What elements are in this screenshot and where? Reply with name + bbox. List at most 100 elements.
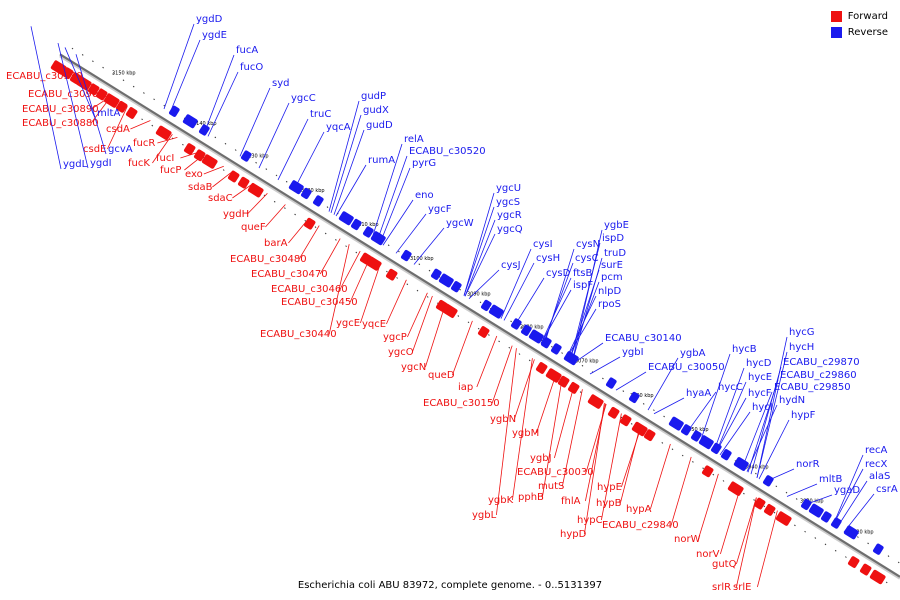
reverse-leader-line: [746, 404, 778, 472]
minor-tick: [653, 409, 655, 412]
reverse-gene-label: ygbA: [680, 348, 706, 359]
minor-tick: [824, 543, 827, 546]
tick-label: 3070 kbp: [575, 359, 599, 365]
backbone-line: [59, 53, 900, 578]
reverse-leader-line: [565, 308, 597, 360]
minor-tick: [255, 161, 257, 164]
forward-leader-line: [452, 320, 473, 376]
reverse-leader-line: [715, 397, 747, 453]
forward-leader-line: [90, 95, 112, 110]
forward-gene-block: [365, 256, 382, 271]
forward-gene-block: [607, 406, 620, 419]
reverse-gene-label: ygcF: [428, 204, 452, 215]
minor-tick: [663, 415, 665, 418]
tick-label: 3140 kbp: [193, 121, 217, 127]
reverse-gene-label: pcm: [601, 272, 623, 283]
minor-tick: [324, 232, 327, 235]
forward-gene-label: ygbM: [512, 428, 539, 439]
minor-tick: [151, 124, 154, 127]
forward-leader-line: [75, 75, 96, 87]
reverse-gene-label: rpoS: [598, 299, 621, 310]
reverse-gene-label: hycF: [748, 388, 772, 399]
minor-tick: [755, 472, 757, 475]
minor-tick: [551, 345, 553, 348]
forward-gene-block: [227, 170, 240, 183]
legend-item-reverse: Reverse: [830, 24, 888, 40]
reverse-gene-label: pyrG: [412, 158, 436, 169]
tick-label: 3030 kbp: [800, 499, 824, 505]
minor-tick: [681, 454, 684, 457]
forward-leader-line: [212, 171, 233, 188]
tick-label: 3080 kbp: [520, 324, 544, 330]
minor-tick: [428, 269, 431, 272]
minor-tick: [479, 301, 482, 304]
reverse-gene-label: ygdL: [63, 159, 88, 170]
reverse-leader-line: [330, 114, 362, 213]
minor-tick: [775, 485, 778, 488]
minor-tick: [275, 174, 278, 177]
minor-tick: [345, 245, 347, 248]
reverse-gene-block: [401, 249, 412, 262]
minor-tick: [71, 47, 74, 50]
forward-gene-block: [201, 154, 218, 169]
minor-tick: [834, 549, 837, 552]
reverse-leader-line: [379, 167, 411, 244]
forward-gene-label: norW: [674, 534, 701, 545]
minor-tick: [459, 288, 461, 291]
forward-leader-line: [562, 389, 583, 487]
reverse-leader-line: [293, 131, 325, 191]
forward-leader-line: [536, 372, 557, 434]
forward-leader-line: [386, 279, 407, 325]
minor-tick: [153, 98, 155, 101]
reverse-gene-block: [451, 281, 462, 293]
forward-gene-label: mutS: [538, 481, 564, 492]
minor-tick: [132, 85, 135, 88]
reverse-leader-line: [713, 367, 745, 452]
reverse-gene-label: recX: [865, 459, 888, 470]
reverse-gene-label: alaS: [869, 471, 890, 482]
minor-tick: [814, 537, 817, 539]
minor-tick: [416, 289, 419, 292]
minor-tick: [702, 467, 704, 470]
reverse-gene-label: ygdD: [196, 14, 223, 25]
reverse-gene-label: ygcR: [497, 210, 522, 221]
minor-tick: [163, 104, 166, 107]
forward-gene-label: ECABU_c29840: [602, 520, 679, 531]
minor-tick: [622, 390, 625, 393]
minor-tick: [561, 352, 563, 354]
reverse-gene-block: [288, 180, 304, 195]
minor-tick: [620, 416, 623, 419]
forward-gene-label: hypA: [626, 504, 652, 515]
minor-tick: [845, 556, 847, 558]
reverse-gene-label: truD: [604, 248, 626, 259]
tick-label: 3090 kbp: [467, 291, 491, 297]
forward-gene-label: ygbN: [490, 414, 516, 425]
reverse-leader-line: [382, 199, 414, 246]
forward-gene-label: gutQ: [712, 559, 737, 570]
reverse-gene-label: hycI: [752, 402, 773, 413]
minor-tick: [508, 346, 511, 349]
minor-tick: [273, 200, 276, 203]
minor-tick: [602, 377, 604, 380]
forward-gene-block: [643, 429, 656, 442]
reverse-gene-label: ygcU: [496, 183, 521, 194]
forward-leader-line: [720, 487, 741, 555]
forward-gene-label: ECABU_c30150: [423, 398, 500, 409]
reverse-gene-label: ygdI: [90, 158, 112, 169]
reverse-gene-label: ECABU_c30520: [409, 146, 486, 157]
reverse-gene-label: ispF: [573, 280, 593, 291]
reverse-leader-line: [371, 143, 403, 239]
minor-tick: [112, 73, 115, 75]
reverse-gene-label: yqcA: [326, 122, 351, 133]
reverse-leader-line: [207, 71, 239, 137]
minor-tick: [222, 169, 225, 171]
forward-gene-label: queD: [428, 370, 455, 381]
reverse-leader-line: [163, 23, 195, 110]
reverse-gene-label: ygcQ: [497, 224, 523, 235]
minor-tick: [763, 505, 766, 508]
reverse-gene-label: hycC: [718, 382, 743, 393]
forward-leader-line: [319, 238, 341, 275]
reverse-leader-line: [843, 493, 875, 533]
reverse-gene-block: [606, 377, 617, 389]
forward-gene-label: csdE: [83, 144, 106, 155]
